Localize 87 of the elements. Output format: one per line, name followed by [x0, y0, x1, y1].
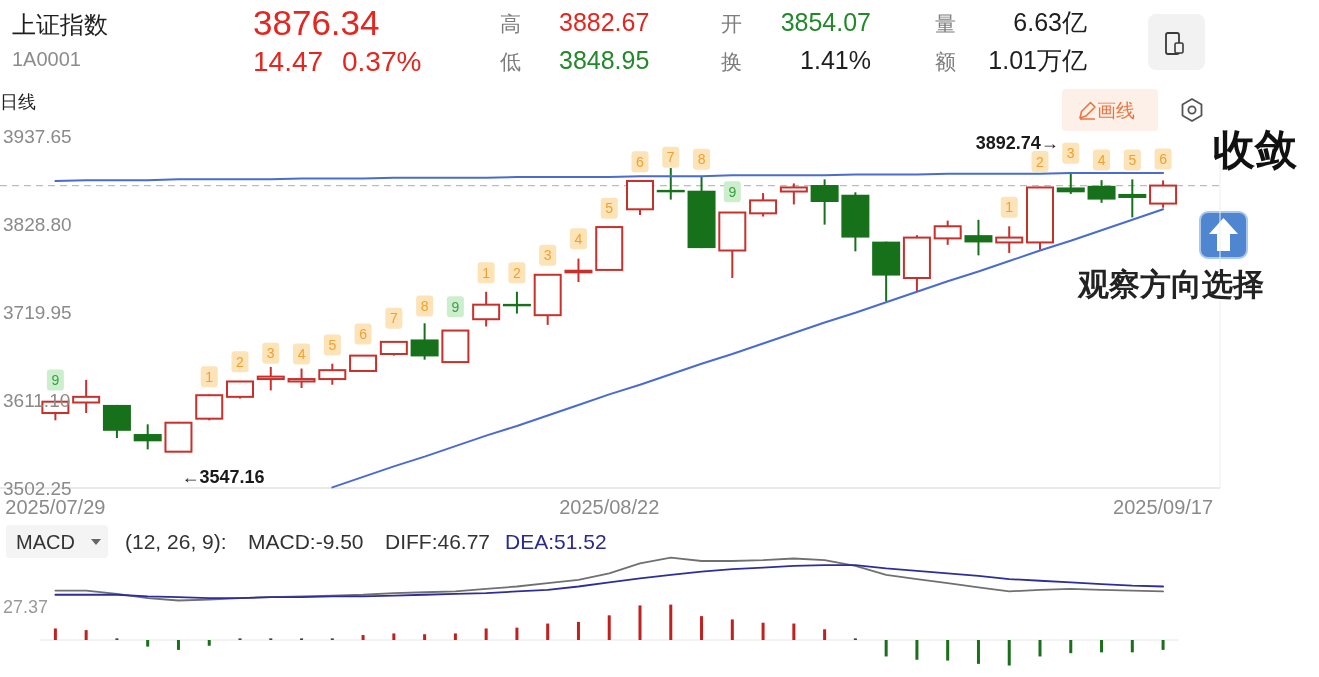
badge: 1	[1000, 196, 1018, 218]
badge: 4	[1093, 149, 1111, 171]
text: 画线	[1097, 100, 1135, 121]
annotation: 8	[420, 298, 429, 314]
annotation: 6	[1159, 151, 1168, 167]
y-tick-label: 3502.25	[3, 477, 72, 499]
x-tick-label: 2025/07/29	[5, 496, 106, 518]
text: 3876.34	[253, 3, 380, 42]
y-tick-label: 3937.65	[3, 125, 72, 147]
badge: 6	[354, 323, 372, 345]
badge: 1	[477, 262, 495, 284]
chart-title: 上证指数	[12, 11, 108, 38]
text: 0.37%	[342, 46, 422, 77]
annotation: 4	[574, 230, 583, 247]
badge: 7	[385, 307, 403, 329]
badge: 2	[231, 351, 249, 373]
text: 高	[500, 12, 521, 35]
text: MACD:-9.50	[248, 530, 364, 553]
annotation: 1	[205, 368, 214, 385]
badge: 2	[508, 262, 526, 284]
text: 开	[721, 12, 742, 35]
annotation: 9	[451, 298, 460, 315]
annotation: 3892.74→	[975, 133, 1059, 153]
text: 量	[935, 12, 956, 35]
annotation: 3	[543, 247, 552, 264]
y-tick-label: 3611.10	[3, 389, 71, 411]
chart-title: MACD	[16, 531, 75, 553]
text: 6.63亿	[1013, 8, 1087, 36]
text: 日线	[0, 92, 36, 112]
badge: 1	[200, 366, 218, 388]
annotation: 3	[266, 345, 275, 362]
annotation: 6	[359, 326, 368, 342]
badge: 6	[631, 151, 649, 173]
badge: 5	[323, 334, 341, 356]
x-tick-label: 2025/09/17	[1113, 496, 1214, 518]
annotation: 4	[297, 346, 306, 362]
badge: 8	[693, 148, 711, 170]
text: 收敛	[1213, 126, 1298, 173]
annotation: 5	[605, 200, 614, 217]
badge: 7	[662, 146, 680, 168]
annotation: 2	[236, 353, 245, 370]
annotation: 6	[636, 153, 645, 170]
annotation: 7	[389, 310, 398, 327]
annotation: 观察方向选择	[1077, 267, 1264, 302]
text: 换	[721, 50, 742, 73]
badge: 6	[1154, 148, 1172, 170]
text: 3882.67	[559, 8, 650, 36]
chart-subtitle: 1A0001	[12, 48, 81, 70]
annotation: 5	[328, 337, 337, 353]
annotation: 1	[482, 264, 491, 281]
annotation: 5	[1128, 152, 1137, 168]
badge: 5	[600, 197, 618, 219]
text: 额	[935, 50, 956, 73]
badge: 4	[293, 343, 311, 365]
badge: 5	[1123, 149, 1141, 171]
text: 低	[500, 50, 521, 73]
text: DEA:51.52	[505, 530, 607, 553]
text: DIFF:46.77	[385, 530, 491, 553]
text: (12, 26, 9):	[125, 530, 227, 553]
annotation: 2	[513, 264, 522, 281]
annotation: 7	[666, 149, 675, 166]
annotation: 2	[1036, 153, 1045, 170]
annotation: 8	[697, 151, 706, 168]
text: 1.01万亿	[988, 46, 1087, 74]
text: 14.47	[253, 46, 324, 77]
annotation: ←3547.16	[181, 467, 265, 487]
x-tick-label: 2025/08/22	[559, 496, 660, 518]
annotation: 1	[1005, 199, 1014, 216]
text: 3848.95	[559, 46, 650, 74]
annotation: 9	[51, 372, 60, 388]
text: 3854.07	[780, 8, 871, 36]
y-tick-label: 3828.80	[3, 213, 72, 235]
badge: 2	[1031, 151, 1049, 172]
annotation: 3	[1066, 145, 1075, 162]
badge: 3	[262, 342, 280, 364]
y-tick-label: 3719.95	[3, 301, 72, 323]
annotation: 27.37	[3, 597, 49, 617]
badge: 3	[1062, 142, 1080, 164]
badge: 9	[46, 369, 64, 391]
badge: 9	[723, 181, 741, 203]
annotation: 4	[1097, 152, 1106, 168]
badge: 3	[539, 244, 557, 266]
annotation: 9	[728, 183, 737, 200]
text: 1.41%	[800, 46, 871, 74]
badge: 9	[446, 296, 464, 318]
badge: 8	[416, 295, 434, 317]
badge: 4	[569, 228, 587, 250]
